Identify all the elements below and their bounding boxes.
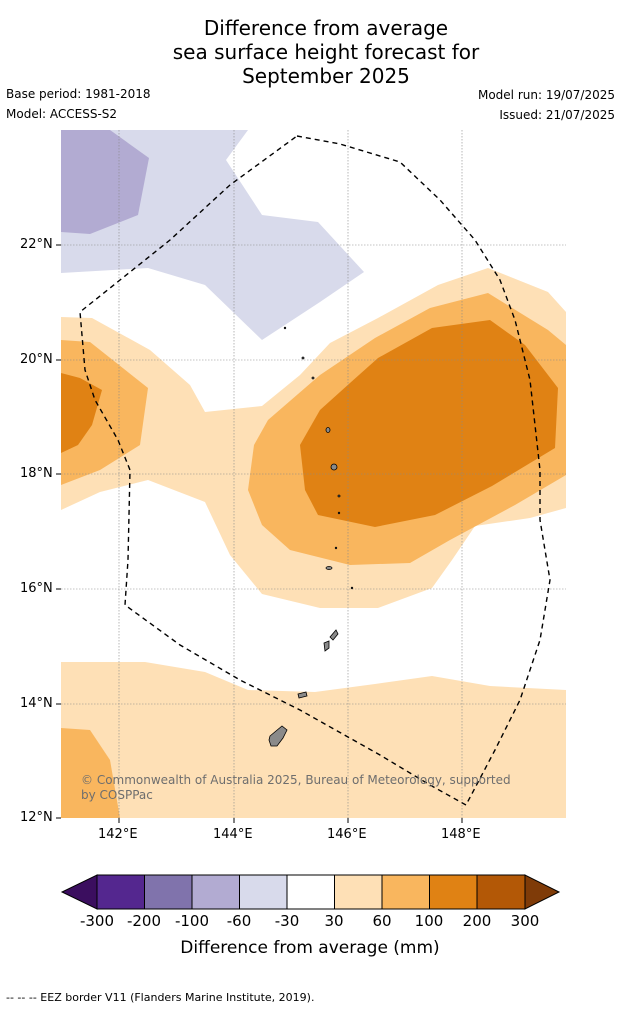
island-tinian	[323, 640, 330, 652]
title-line-2: sea surface height forecast for	[172, 40, 480, 64]
issued-date: Issued: 21/07/2025	[499, 108, 615, 122]
lat-label-22n: 22°N	[20, 237, 53, 252]
island-alamagan	[337, 494, 341, 498]
colorbar-high-extension	[524, 874, 561, 910]
island-saipan	[329, 629, 339, 641]
islands	[268, 326, 354, 747]
lon-label-142e: 142°E	[98, 827, 138, 842]
base-period: Base period: 1981-2018	[6, 87, 151, 101]
island-asuncion	[301, 356, 305, 360]
island-guguan	[337, 511, 341, 515]
island-uracas	[283, 326, 287, 330]
colorbar-label: 30	[324, 912, 344, 930]
map-title: Difference from average sea surface heig…	[0, 16, 621, 88]
model-run: Model run: 19/07/2025	[477, 88, 615, 102]
colorbar-label: 300	[510, 912, 540, 930]
lat-label-20n: 20°N	[20, 352, 53, 367]
colorbar-bin-5	[286, 874, 335, 910]
contour-positive-100-200-west	[61, 373, 102, 453]
colorbar-label: -200	[126, 912, 162, 930]
contour-layer	[61, 130, 566, 818]
colorbar-label: -30	[274, 912, 300, 930]
island-rota	[297, 691, 308, 699]
colorbar-bin-8	[429, 874, 478, 910]
lon-label-148e: 148°E	[441, 827, 481, 842]
colorbar-bin-1	[96, 874, 145, 910]
lat-label-18n: 18°N	[20, 466, 53, 481]
lon-label-144e: 144°E	[213, 827, 253, 842]
colorbar-label: -100	[174, 912, 210, 930]
island-sarigan	[334, 546, 338, 550]
colorbar-bin-6	[334, 874, 383, 910]
lat-label-12n: 12°N	[20, 810, 53, 825]
colorbar-low-extension	[60, 874, 98, 910]
title-line-1: Difference from average	[203, 16, 449, 40]
lat-label-14n: 14°N	[20, 696, 53, 711]
colorbar-label: 200	[462, 912, 492, 930]
island-anatahan	[325, 566, 333, 570]
colorbar-bin-2	[144, 874, 193, 910]
island-guam	[268, 725, 288, 747]
contour-positive-30-60-south	[61, 662, 566, 818]
island-agrihan	[325, 427, 331, 433]
copyright-credit: © Commonwealth of Australia 2025, Bureau…	[81, 773, 511, 802]
colorbar-label: -60	[226, 912, 252, 930]
eez-border	[79, 135, 551, 806]
colorbar-bin-9	[476, 874, 526, 910]
gridlines	[61, 130, 566, 818]
contour-positive-60-100-south	[61, 728, 120, 818]
colorbar-title: Difference from average (mm)	[180, 938, 440, 958]
colorbar-bin-4	[239, 874, 288, 910]
colorbar	[60, 874, 561, 910]
island-maug	[311, 376, 315, 380]
colorbar-label: -300	[79, 912, 115, 930]
island-farallon-de-medinilla	[350, 586, 354, 590]
model-name: Model: ACCESS-S2	[6, 107, 118, 121]
colorbar-bin-7	[381, 874, 430, 910]
lat-label-16n: 16°N	[20, 581, 53, 596]
contour-negative-60-100	[61, 130, 149, 234]
island-pagan	[330, 463, 338, 471]
contour-positive-100-200-east	[300, 320, 558, 527]
lon-label-146e: 146°E	[327, 827, 367, 842]
eez-legend-note: -- -- -- EEZ border V11 (Flanders Marine…	[6, 991, 315, 1004]
contour-positive-60-100-west	[61, 340, 148, 485]
axis-ticks	[56, 244, 463, 823]
colorbar-bin-3	[191, 874, 240, 910]
title-line-3: September 2025	[242, 64, 410, 88]
colorbar-label: 100	[414, 912, 444, 930]
colorbar-label: 60	[372, 912, 392, 930]
